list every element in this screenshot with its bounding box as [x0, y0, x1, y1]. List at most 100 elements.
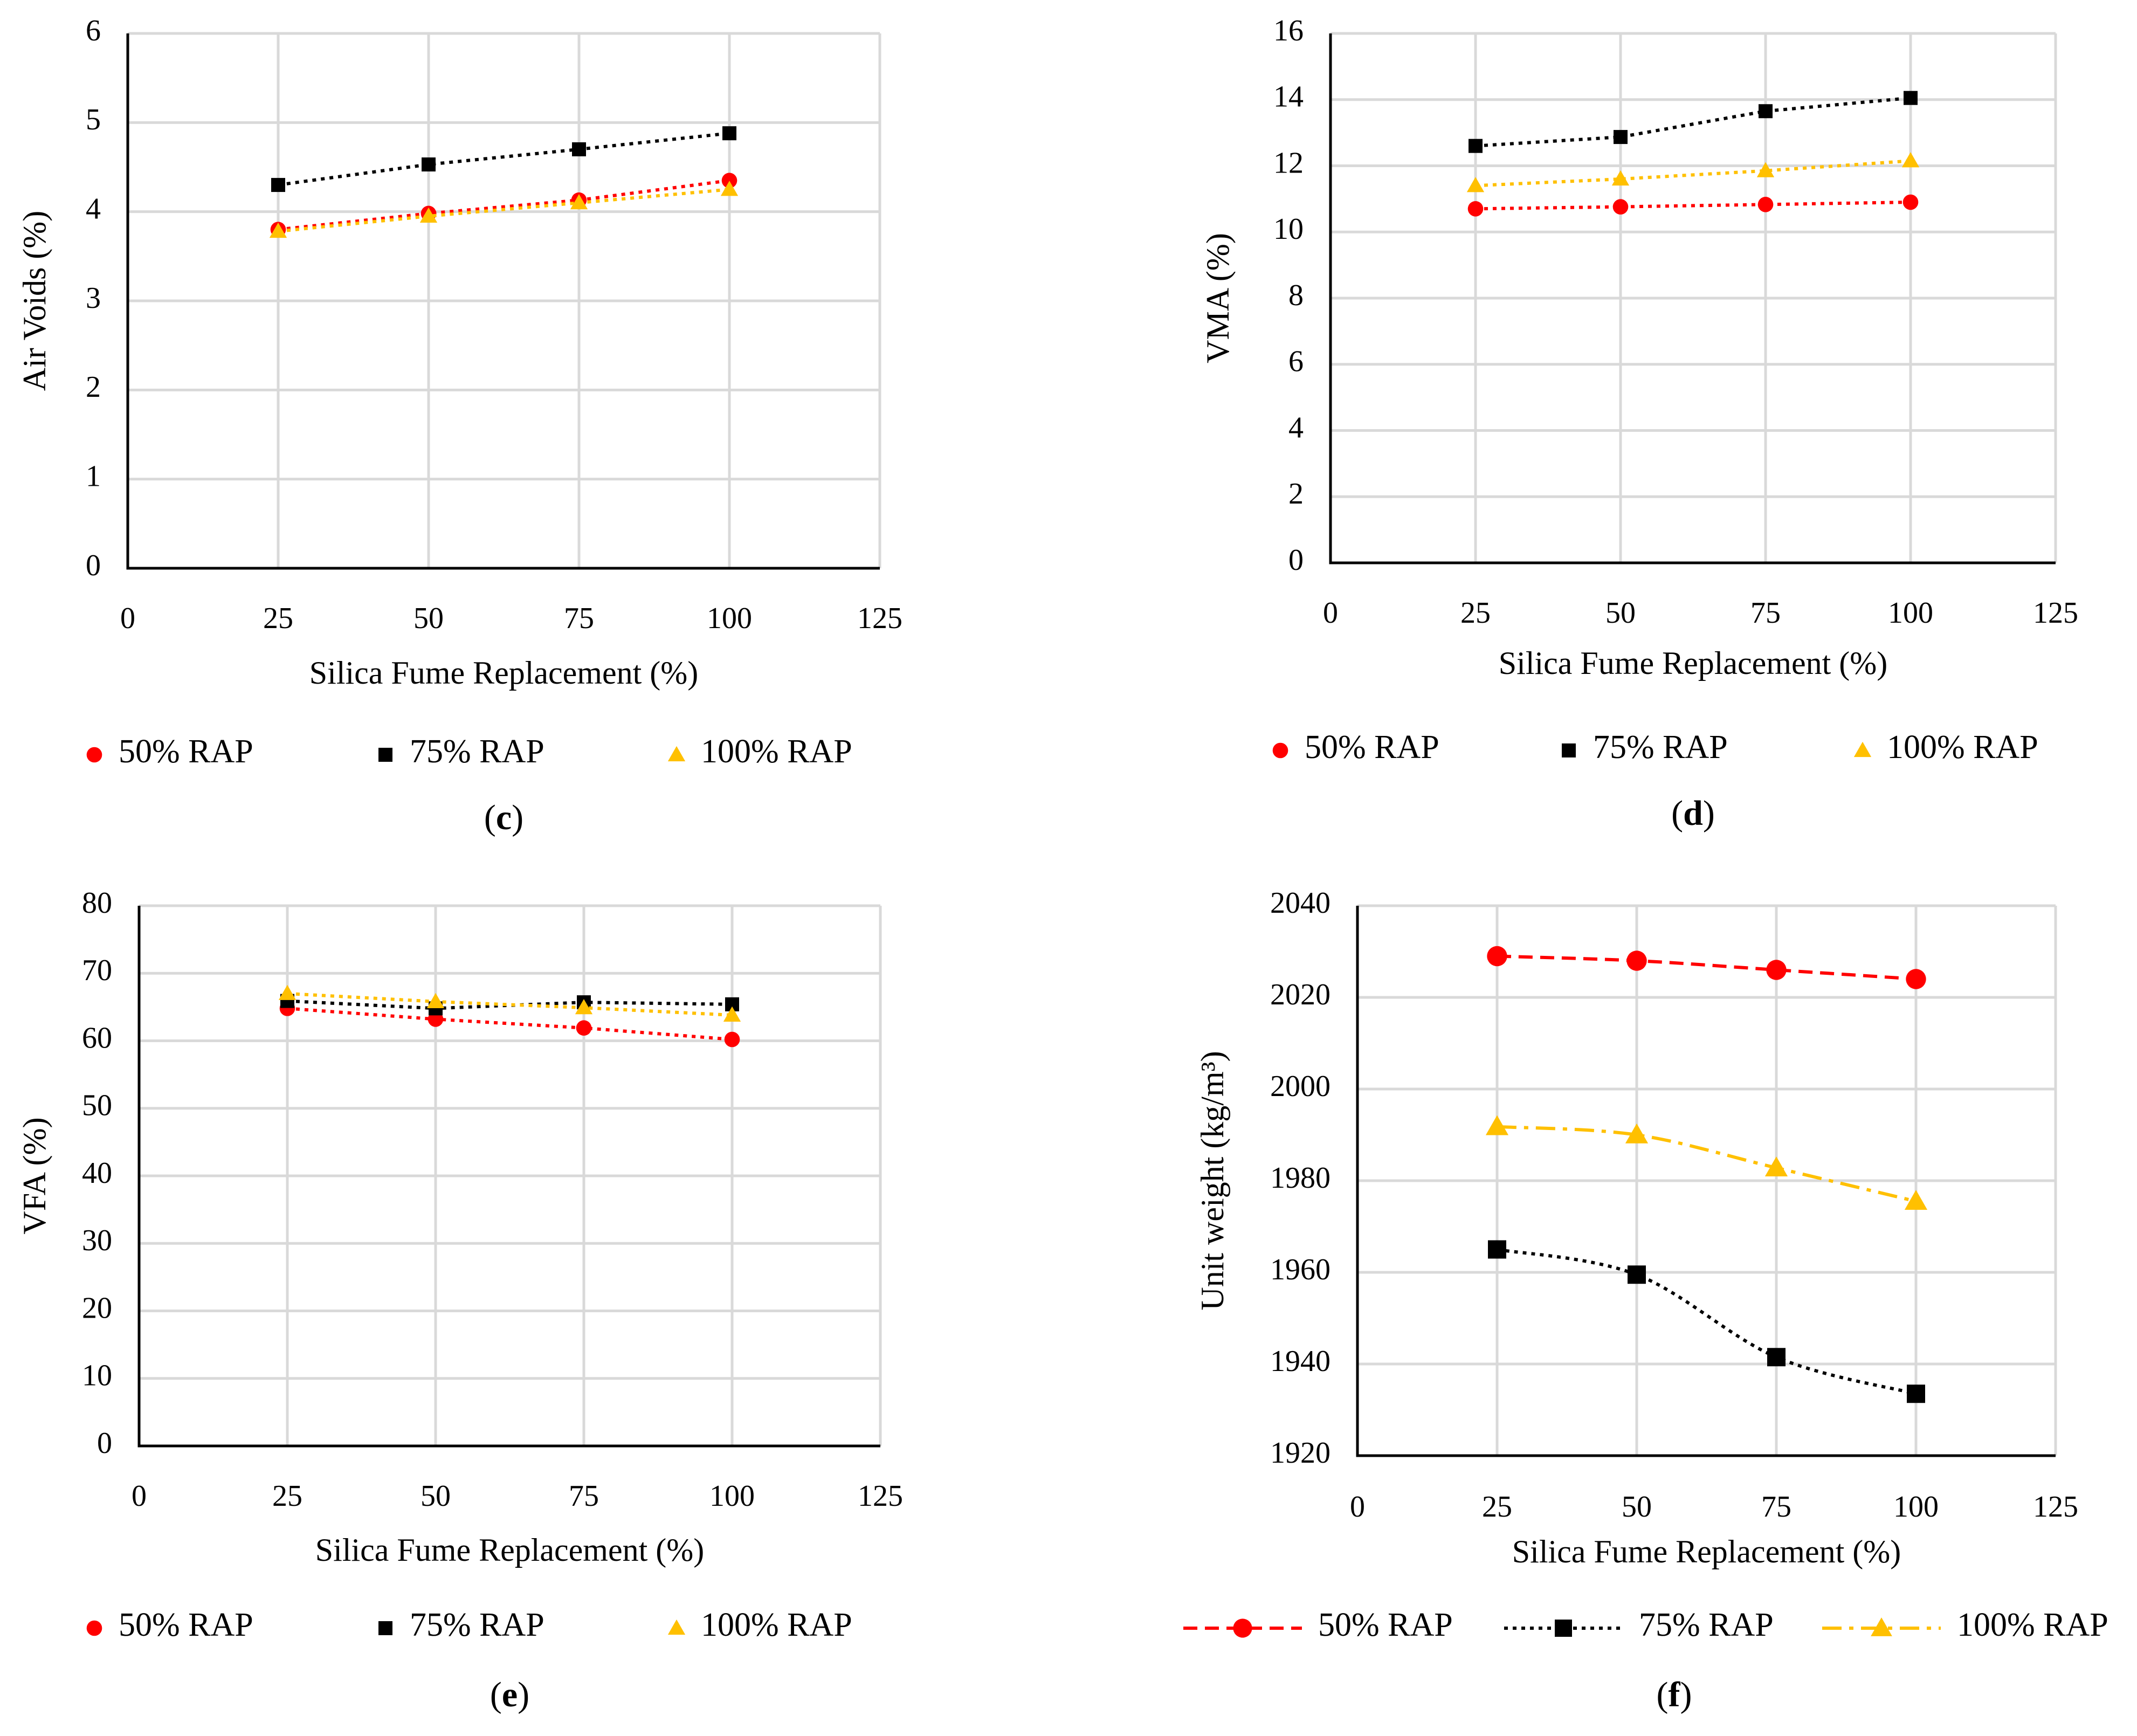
ytick-label-f-5: 2020	[1270, 978, 1331, 1011]
ytick-label-d-2: 4	[1288, 411, 1304, 444]
series-line-c-2	[278, 188, 730, 233]
data-point-d-2-1	[1611, 170, 1630, 186]
xtick-label-e-4: 100	[709, 1479, 755, 1513]
legend-marker-e-2	[667, 1619, 686, 1635]
ytick-label-e-3: 30	[82, 1224, 112, 1257]
y-axis-title-d: VMA (%)	[1200, 233, 1236, 363]
legend-label-f-0: 50% RAP	[1318, 1607, 1453, 1643]
data-point-f-1-1	[1628, 1265, 1646, 1284]
data-point-f-1-3	[1907, 1384, 1925, 1403]
series-line-e-1	[287, 999, 733, 1010]
data-point-e-0-3	[724, 1031, 740, 1048]
data-point-f-2-2	[1764, 1156, 1788, 1177]
legend-label-c-1: 75% RAP	[410, 733, 544, 770]
xtick-label-f-4: 100	[1893, 1490, 1939, 1524]
data-point-c-1-2	[572, 142, 586, 156]
data-point-c-1-0	[271, 178, 285, 192]
legend-label-e-0: 50% RAP	[119, 1607, 253, 1643]
caption-open-paren: (	[490, 1675, 502, 1714]
data-point-c-0-3	[721, 173, 737, 189]
axes-d	[1329, 33, 2056, 564]
panel-caption-e: (e)	[490, 1675, 529, 1714]
y-axis-title-c: Air Voids (%)	[17, 211, 52, 391]
xtick-label-f-3: 75	[1761, 1490, 1791, 1524]
data-point-f-0-1	[1626, 950, 1647, 971]
data-point-f-2-1	[1625, 1123, 1649, 1143]
ytick-label-d-1: 2	[1288, 477, 1304, 511]
ytick-label-f-2: 1960	[1270, 1253, 1331, 1286]
legend-marker-c-0	[86, 747, 102, 763]
ytick-label-f-6: 2040	[1270, 886, 1331, 920]
ytick-label-e-2: 20	[82, 1291, 112, 1325]
ytick-label-e-8: 80	[82, 886, 112, 920]
data-point-d-0-2	[1757, 197, 1774, 212]
legend-label-d-0: 50% RAP	[1305, 729, 1439, 766]
ytick-label-f-1: 1940	[1270, 1345, 1331, 1378]
ytick-label-c-5: 5	[86, 103, 101, 136]
data-point-d-2-3	[1901, 152, 1920, 168]
xtick-label-f-0: 0	[1350, 1490, 1365, 1524]
xtick-label-e-1: 25	[272, 1479, 302, 1513]
ytick-label-c-1: 1	[86, 460, 101, 493]
legend-label-d-1: 75% RAP	[1593, 729, 1728, 766]
ytick-label-f-0: 1920	[1270, 1436, 1331, 1470]
data-point-c-2-1	[419, 207, 438, 223]
ytick-label-d-6: 12	[1273, 146, 1304, 180]
panel-caption-f: (f)	[1657, 1675, 1692, 1714]
series-line-d-2	[1475, 159, 1911, 188]
series-line-d-1	[1475, 96, 1911, 148]
data-point-d-0-1	[1612, 199, 1629, 215]
xtick-label-c-5: 125	[857, 602, 902, 635]
ytick-label-c-4: 4	[86, 192, 101, 226]
data-point-c-1-3	[722, 126, 736, 141]
ytick-label-f-3: 1980	[1270, 1161, 1331, 1195]
xtick-label-c-0: 0	[120, 602, 135, 635]
caption-close-paren: )	[512, 798, 523, 837]
data-point-d-1-3	[1904, 91, 1918, 105]
ytick-label-d-7: 14	[1273, 80, 1304, 114]
xtick-label-d-2: 50	[1605, 596, 1636, 630]
xtick-label-c-1: 25	[263, 602, 293, 635]
caption-letter: e	[502, 1675, 518, 1714]
data-point-f-0-3	[1906, 969, 1926, 989]
legend-label-f-1: 75% RAP	[1639, 1607, 1774, 1643]
xtick-label-e-3: 75	[569, 1479, 599, 1513]
legend-marker-f-2	[1871, 1617, 1892, 1636]
axes-f	[1356, 906, 2056, 1457]
x-axis-title-e: Silica Fume Replacement (%)	[315, 1532, 704, 1568]
legend-marker-d-0	[1272, 742, 1288, 759]
xtick-label-c-2: 50	[413, 602, 444, 635]
legend-marker-d-1	[1562, 743, 1576, 757]
xtick-label-d-4: 100	[1888, 596, 1933, 630]
legend-label-d-2: 100% RAP	[1887, 729, 2038, 766]
data-point-d-1-1	[1614, 130, 1628, 144]
data-point-e-2-0	[278, 984, 297, 1000]
caption-open-paren: (	[1657, 1675, 1669, 1714]
caption-letter: c	[496, 798, 512, 837]
xtick-label-f-1: 25	[1482, 1490, 1512, 1524]
data-point-e-2-1	[426, 993, 445, 1008]
caption-open-paren: (	[484, 798, 496, 837]
ytick-label-c-3: 3	[86, 281, 101, 315]
chart-c: 0 1 2 3 4 5 6 0 25 50 75 100 125 Silica Fume Replacem…	[17, 14, 902, 837]
ytick-label-d-5: 10	[1273, 212, 1304, 246]
ytick-label-e-7: 70	[82, 954, 112, 987]
data-point-f-1-2	[1767, 1348, 1786, 1367]
ytick-label-d-4: 8	[1288, 279, 1304, 312]
legend-marker-f-1	[1555, 1620, 1572, 1637]
series-line-d-0	[1475, 201, 1911, 211]
data-point-e-2-3	[723, 1006, 741, 1022]
ytick-label-d-8: 16	[1273, 14, 1304, 47]
legend-marker-c-1	[378, 748, 392, 762]
legend-label-e-2: 100% RAP	[701, 1607, 852, 1643]
ytick-label-d-0: 0	[1288, 543, 1304, 577]
legend-label-c-0: 50% RAP	[119, 733, 253, 770]
xtick-label-d-5: 125	[2033, 596, 2078, 630]
xtick-label-d-3: 75	[1750, 596, 1781, 630]
chart-e: 0 10 20 30 40 50 60 70 80 0 25 50 75 100 125 Silica Fum…	[17, 886, 903, 1714]
y-axis-title-e: VFA (%)	[17, 1117, 52, 1234]
data-point-d-2-2	[1756, 162, 1775, 177]
xtick-label-e-5: 125	[858, 1479, 903, 1513]
x-axis-title-c: Silica Fume Replacement (%)	[309, 655, 698, 691]
